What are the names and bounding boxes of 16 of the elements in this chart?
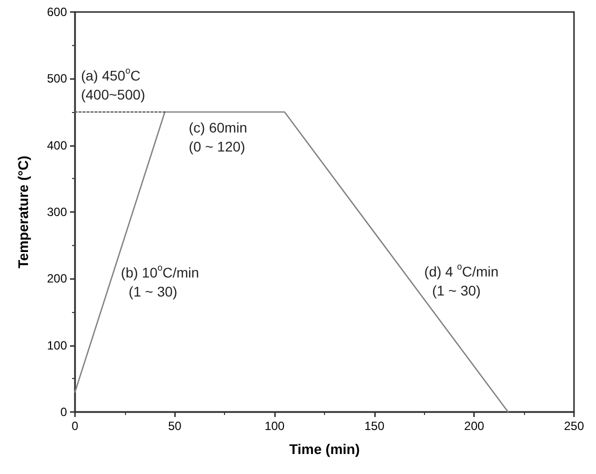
x-axis-title: Time (min) [289, 441, 360, 457]
x-tick-label: 50 [168, 419, 182, 433]
x-tick-label: 0 [72, 419, 79, 433]
x-tick-label: 100 [264, 419, 285, 433]
y-tick-label: 300 [46, 205, 68, 219]
x-tick-label: 150 [364, 419, 385, 433]
y-tick-label: 400 [46, 138, 68, 152]
y-tick-label: 200 [46, 272, 68, 286]
y-tick-label: 0 [60, 405, 68, 419]
y-tick-label: 600 [46, 5, 68, 19]
y-tick-label: 500 [46, 72, 68, 86]
y-tick-label: 100 [46, 338, 68, 352]
x-tick-label: 250 [564, 419, 584, 433]
annotation: (c) 60min (0 ~ 120) [188, 120, 248, 155]
y-axis-title: Temperature (°C) [15, 156, 31, 268]
x-tick-label: 200 [464, 419, 485, 433]
